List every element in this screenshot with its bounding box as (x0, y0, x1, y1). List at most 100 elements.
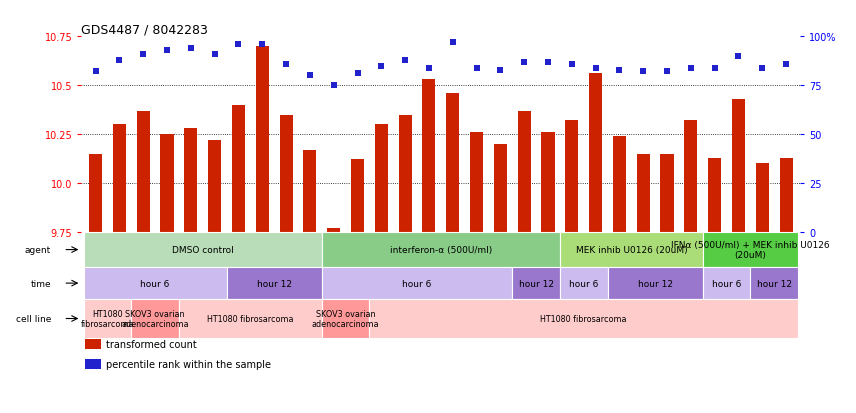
Point (136, 52, 150, 58)
Point (708, 65, 722, 72)
Bar (494, 145, 507, 232)
Point (160, 47, 174, 54)
Bar (684, 121, 698, 232)
Point (279, 61, 293, 68)
Bar (327, 228, 340, 232)
Bar (208, 140, 221, 232)
Point (374, 63, 388, 70)
Bar (637, 154, 650, 232)
Bar (470, 133, 483, 232)
Text: time: time (31, 279, 51, 288)
Bar (661, 154, 674, 232)
Text: hour 12: hour 12 (757, 279, 792, 288)
Bar (322, 232, 560, 268)
Text: HT1080
fibrosarcoma: HT1080 fibrosarcoma (80, 309, 134, 328)
Text: HT1080 fibrosarcoma: HT1080 fibrosarcoma (540, 314, 627, 323)
Point (541, 59, 555, 66)
Bar (351, 160, 364, 232)
Text: MEK inhib U0126 (20uM): MEK inhib U0126 (20uM) (575, 245, 687, 254)
Bar (256, 47, 269, 232)
Text: hour 6: hour 6 (402, 279, 431, 288)
Text: interferon-α (500U/ml): interferon-α (500U/ml) (389, 245, 492, 254)
Text: SKOV3 ovarian
adenocarcinoma: SKOV3 ovarian adenocarcinoma (122, 309, 189, 328)
Bar (322, 268, 512, 299)
Bar (756, 164, 769, 232)
Bar (113, 125, 126, 232)
Bar (227, 268, 322, 299)
Point (398, 57, 412, 64)
Bar (751, 268, 798, 299)
Bar (608, 268, 703, 299)
Text: hour 6: hour 6 (140, 279, 169, 288)
Bar (84, 268, 227, 299)
Point (446, 40, 460, 46)
Bar (512, 268, 560, 299)
Bar (184, 129, 198, 232)
Point (470, 65, 484, 72)
Bar (85, 359, 101, 369)
Bar (422, 80, 436, 232)
Text: percentile rank within the sample: percentile rank within the sample (106, 359, 271, 369)
Bar (565, 121, 579, 232)
Text: cell line: cell line (15, 314, 51, 323)
Bar (446, 94, 460, 232)
Text: hour 12: hour 12 (257, 279, 292, 288)
Text: SKOV3 ovarian
adenocarcinoma: SKOV3 ovarian adenocarcinoma (312, 309, 379, 328)
Bar (84, 299, 131, 338)
Bar (280, 115, 293, 232)
Bar (303, 150, 317, 232)
Point (494, 67, 508, 74)
Bar (85, 339, 101, 349)
Point (113, 57, 127, 64)
Bar (322, 299, 370, 338)
Bar (703, 268, 751, 299)
Point (684, 65, 698, 72)
Bar (137, 112, 150, 232)
Point (232, 42, 246, 48)
Point (660, 69, 674, 76)
Point (255, 42, 269, 48)
Point (732, 53, 746, 60)
Text: hour 6: hour 6 (712, 279, 741, 288)
Bar (708, 158, 722, 232)
Text: GDS4487 / 8042283: GDS4487 / 8042283 (81, 23, 208, 36)
Bar (613, 137, 626, 232)
Point (208, 52, 222, 58)
Bar (703, 232, 798, 268)
Text: HT1080 fibrosarcoma: HT1080 fibrosarcoma (207, 314, 294, 323)
Bar (560, 232, 703, 268)
Bar (160, 135, 174, 232)
Bar (131, 299, 179, 338)
Point (89, 69, 103, 76)
Point (351, 71, 365, 78)
Bar (179, 299, 322, 338)
Point (589, 65, 603, 72)
Point (422, 65, 436, 72)
Bar (89, 154, 102, 232)
Bar (560, 268, 608, 299)
Bar (232, 105, 245, 232)
Bar (370, 299, 798, 338)
Point (613, 67, 627, 74)
Text: hour 12: hour 12 (519, 279, 554, 288)
Bar (84, 232, 322, 268)
Text: IFNα (500U/ml) + MEK inhib U0126
(20uM): IFNα (500U/ml) + MEK inhib U0126 (20uM) (671, 240, 829, 260)
Bar (732, 100, 745, 232)
Point (327, 83, 341, 89)
Point (779, 61, 793, 68)
Text: hour 12: hour 12 (638, 279, 673, 288)
Text: hour 6: hour 6 (569, 279, 598, 288)
Bar (399, 115, 412, 232)
Bar (542, 133, 555, 232)
Bar (375, 125, 388, 232)
Point (303, 73, 317, 79)
Point (636, 69, 650, 76)
Point (755, 65, 769, 72)
Text: DMSO control: DMSO control (172, 245, 234, 254)
Bar (780, 158, 793, 232)
Bar (589, 74, 602, 232)
Point (565, 61, 579, 68)
Point (184, 45, 198, 52)
Point (517, 59, 531, 66)
Text: transformed count: transformed count (106, 339, 197, 349)
